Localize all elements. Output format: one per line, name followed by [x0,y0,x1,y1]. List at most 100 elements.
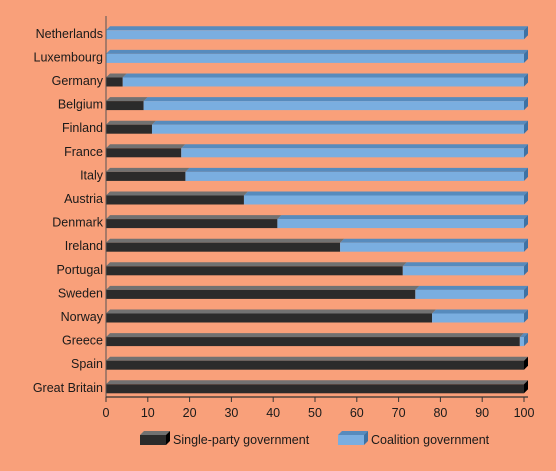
bar-top-face [106,191,248,196]
bar-coalition [143,101,524,111]
bar-end-face [524,49,528,63]
category-label: Belgium [58,98,103,112]
x-tick-label: 90 [475,406,489,420]
category-label: Netherlands [36,27,103,41]
bar-top-face [106,285,420,290]
bar-top-face [415,285,528,290]
legend-swatch [140,435,166,445]
category-label: Germany [52,74,104,88]
bar-top-face [185,167,529,172]
bar-top-face [143,97,528,102]
bar-coalition [519,337,524,347]
bar-end-face [524,356,528,370]
bar-top-face [106,73,127,78]
legend-swatch-side [364,431,368,445]
legend-label: Coalition government [371,433,490,447]
bar-top-face [106,262,407,267]
x-tick-label: 20 [183,406,197,420]
bar-end-face [524,309,528,323]
bar-top-face [106,144,186,149]
bar-coalition [277,219,524,229]
bar-single-party [106,101,144,111]
bar-coalition [122,77,524,87]
bar-top-face [106,356,528,361]
bar-single-party [106,360,524,370]
bars-group [106,26,529,394]
bar-top-face [277,215,528,220]
bar-coalition [106,30,524,40]
bar-top-face [106,26,528,31]
category-label: Great Britain [33,381,103,395]
bar-single-party [106,313,433,323]
x-tick-label: 50 [308,406,322,420]
bar-single-party [106,384,524,394]
legend-label: Single-party government [173,433,310,447]
category-label: Ireland [65,239,103,253]
bar-top-face [106,309,437,314]
category-label: Italy [80,168,104,182]
category-label: Denmark [52,216,103,230]
bar-single-party [106,242,341,252]
bar-coalition [432,313,524,323]
bar-top-face [106,380,528,385]
x-tick-label: 10 [141,406,155,420]
bar-end-face [524,285,528,299]
category-label: Portugal [56,263,103,277]
category-label: Greece [62,334,103,348]
bar-top-face [151,120,529,125]
bar-coalition [151,124,525,134]
x-tick-label: 40 [266,406,280,420]
bar-single-party [106,195,244,205]
bar-end-face [524,380,528,394]
bar-end-face [524,26,528,40]
bar-single-party [106,289,416,299]
bar-end-face [524,73,528,87]
bar-end-face [524,120,528,134]
bar-top-face [106,120,156,125]
bar-single-party [106,337,520,347]
legend: Single-party government Coalition governm… [140,431,490,447]
category-label: Finland [62,121,103,135]
legend-swatch [338,435,364,445]
category-label: Spain [71,357,103,371]
bar-top-face [106,97,148,102]
x-tick-label: 60 [350,406,364,420]
bar-end-face [524,97,528,111]
bar-top-face [402,262,528,267]
bar-end-face [524,215,528,229]
bar-coalition [243,195,524,205]
legend-swatch-top [140,431,170,435]
bar-top-face [243,191,528,196]
category-labels: Netherlands Luxembourg Germany Belgium Finla… [33,27,104,395]
x-axis [105,16,528,402]
bar-end-face [524,262,528,276]
bar-end-face [524,333,528,347]
bar-single-party [106,124,152,134]
bar-end-face [524,167,528,181]
bar-top-face [106,215,282,220]
category-label: France [64,145,103,159]
category-label: Sweden [58,286,103,300]
category-label: Norway [61,310,104,324]
bar-top-face [122,73,528,78]
bar-coalition [106,53,524,63]
bar-top-face [106,167,190,172]
bar-top-face [432,309,528,314]
bar-top-face [181,144,529,149]
x-tick-label: 100 [514,406,535,420]
x-tick-label: 30 [224,406,238,420]
category-label: Austria [64,192,103,206]
legend-swatch-side [166,431,170,445]
bar-top-face [106,333,524,338]
category-label: Luxembourg [34,50,104,64]
bar-single-party [106,219,278,229]
bar-coalition [185,171,525,181]
bar-single-party [106,148,182,158]
bar-coalition [181,148,525,158]
x-tick-label: 0 [103,406,110,420]
bar-coalition [340,242,524,252]
bar-coalition [402,266,524,276]
bar-end-face [524,144,528,158]
x-tick-label: 70 [392,406,406,420]
